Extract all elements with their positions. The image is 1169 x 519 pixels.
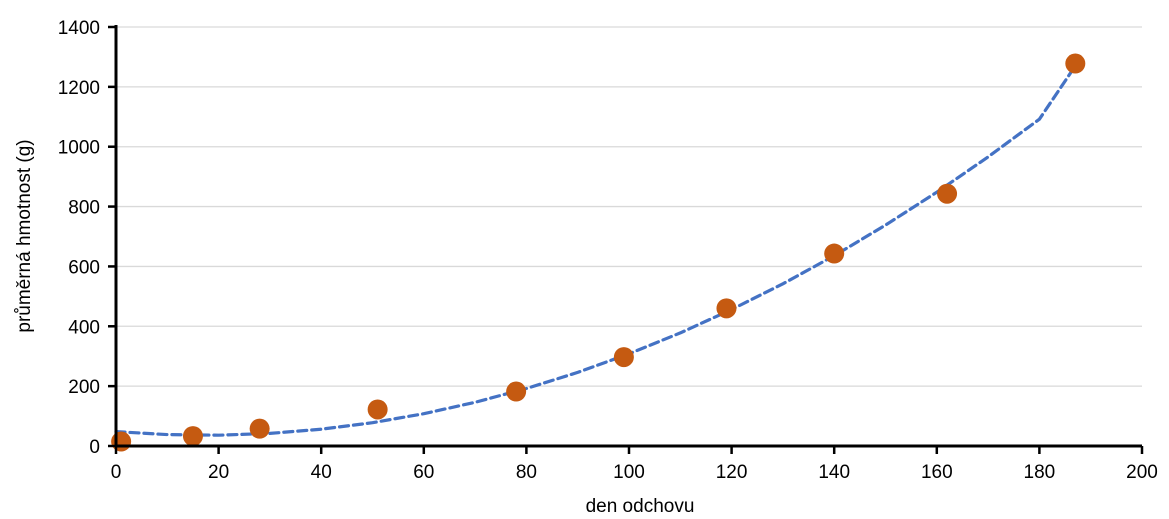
x-tick-label: 0 [111,462,122,483]
x-tick-label: 140 [818,462,850,483]
x-tick-label: 60 [413,462,434,483]
y-tick-label: 400 [68,317,100,338]
y-tick-label: 1400 [58,18,100,39]
data-point [824,243,845,264]
data-point [506,381,527,402]
x-axis-title: den odchovu [586,496,695,517]
y-tick-label: 200 [68,377,100,398]
y-tick-labels: 0 200 400 600 800 1000 1200 1400 [58,18,100,458]
data-point [716,298,737,319]
y-tick-label: 0 [89,437,100,458]
gridlines [116,26,1142,387]
x-tick-label: 20 [208,462,229,483]
data-point [613,347,634,368]
x-tick-label: 80 [516,462,537,483]
y-tick-label: 1000 [58,138,100,159]
y-tick-label: 600 [68,257,100,278]
x-tick-label: 180 [1024,462,1056,483]
axes [108,25,1144,454]
x-tick-label: 200 [1126,462,1158,483]
x-tick-label: 160 [921,462,953,483]
x-tick-label: 120 [716,462,748,483]
y-axis-title: průměrná hmotnost (g) [14,139,35,332]
x-tick-label: 100 [613,462,645,483]
trendline-layer [114,64,1077,437]
data-point [182,426,203,447]
x-tick-label: 40 [311,462,332,483]
data-point [367,399,388,420]
data-point [111,431,132,452]
data-point [249,418,270,439]
trendline [114,64,1077,437]
x-tick-labels: 0 20 40 60 80 100 120 140 160 180 200 [111,462,1158,483]
data-points [111,53,1086,452]
data-point [1065,53,1086,74]
data-point [937,183,958,204]
y-tick-label: 800 [68,198,100,219]
y-tick-label: 1200 [58,78,100,99]
